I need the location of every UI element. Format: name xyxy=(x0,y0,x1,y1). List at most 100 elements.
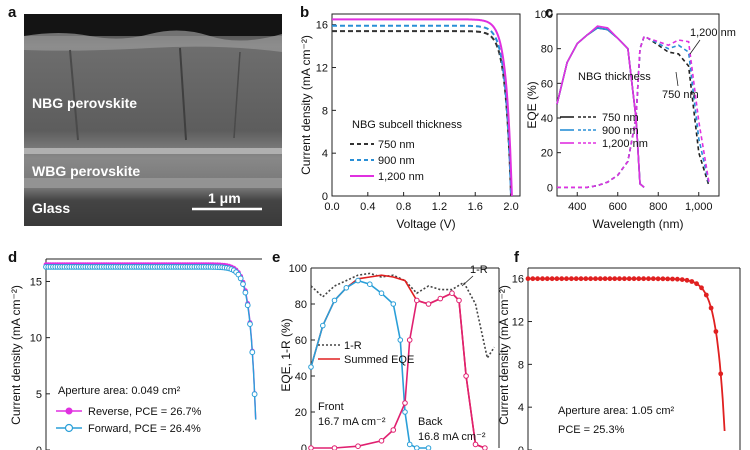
b-xlabel: Voltage (V) xyxy=(396,217,455,231)
annotation-e-back-jsc: 16.8 mA cm⁻² xyxy=(418,431,486,443)
b-ytick-label-3: 12 xyxy=(316,63,328,75)
f-point-0 xyxy=(703,292,709,298)
c-ytick-label-0: 0 xyxy=(547,182,553,194)
annotation-f-pce: PCE = 25.3% xyxy=(558,424,625,436)
annotation-e-front: Front xyxy=(318,401,344,413)
c-plot-frame xyxy=(556,13,720,197)
legend-label-c-1200: 1,200 nm xyxy=(602,138,648,150)
b-xtick-label-2: 0.8 xyxy=(396,201,411,213)
e-point-3 xyxy=(331,445,338,450)
f-ytick-label-2: 8 xyxy=(518,359,524,371)
panel-e: e 0 20 40 60 80 100 EQE, 1-R (%) 1-R Summed EQ… xyxy=(272,249,500,450)
legend-title-b: NBG subcell thickness xyxy=(352,119,463,131)
d-ytick-label-1: 5 xyxy=(36,389,42,401)
e-point-3 xyxy=(456,297,462,304)
e-point-3 xyxy=(449,290,455,297)
panel-label-c: c xyxy=(545,4,553,21)
e-ytick-label-3: 60 xyxy=(295,335,307,347)
e-ylabel: EQE, 1-R (%) xyxy=(279,318,293,391)
f-point-0 xyxy=(588,276,593,282)
b-plot-frame xyxy=(331,13,521,197)
d-point-1 xyxy=(240,281,246,288)
legend-label-c-750: 750 nm xyxy=(602,112,639,124)
annotation-d-aperture: Aperture area: 0.049 cm² xyxy=(58,385,181,397)
f-point-0 xyxy=(573,276,579,282)
e-point-3 xyxy=(378,438,385,444)
legend-label-b-1200: 1,200 nm xyxy=(378,171,424,183)
b-ylabel: Current density (mA cm⁻²) xyxy=(299,35,313,175)
c-xtick-label-1: 600 xyxy=(609,201,627,213)
d-point-1 xyxy=(247,321,253,328)
e-point-2 xyxy=(320,322,326,329)
c-series-wbg-2 xyxy=(556,25,645,188)
f-point-0 xyxy=(679,277,685,282)
c-xlabel: Wavelength (nm) xyxy=(593,217,684,231)
e-point-2 xyxy=(397,337,404,343)
f-point-0 xyxy=(699,285,704,291)
d-ylabel: Current density (mA cm⁻²) xyxy=(9,285,23,425)
c-ytick-label-2: 40 xyxy=(541,113,553,125)
f-ytick-label-1: 4 xyxy=(518,402,524,414)
e-point-2 xyxy=(343,285,350,291)
f-point-0 xyxy=(650,276,656,282)
f-ylabel: Current density (mA cm⁻²) xyxy=(497,285,511,425)
f-point-0 xyxy=(670,276,675,282)
panel-a: a NBG perovskite WBG perovskite Glass 1 … xyxy=(8,4,282,226)
b-series-0 xyxy=(332,30,512,197)
f-point-0 xyxy=(718,371,724,377)
c-series-nbg-2 xyxy=(557,35,710,189)
c-xtick-label-2: 800 xyxy=(649,201,667,213)
f-point-0 xyxy=(593,276,598,282)
b-ytick-label-1: 4 xyxy=(322,148,328,160)
f-point-0 xyxy=(612,276,618,282)
panel-d-legend: Reverse, PCE = 26.7% Forward, PCE = 26.4… xyxy=(56,406,202,435)
nbg-perovskite-label: NBG perovskite xyxy=(32,95,137,111)
panel-label-a: a xyxy=(8,4,17,21)
annotation-e-1r: 1-R xyxy=(470,264,488,276)
panel-e-plot: 0 20 40 60 80 100 EQE, 1-R (%) xyxy=(279,263,500,450)
e-point-2 xyxy=(308,364,314,370)
panel-label-e: e xyxy=(272,249,280,266)
e-point-2 xyxy=(414,445,420,450)
annotation-f-aperture: Aperture area: 1.05 cm² xyxy=(558,405,675,417)
f-point-0 xyxy=(569,276,574,282)
f-ytick-label-3: 12 xyxy=(512,317,524,329)
d-point-1 xyxy=(242,289,249,296)
c-ytick-label-1: 20 xyxy=(541,148,553,160)
panel-b-plot: 0 4 8 12 16 0.0 0.4 0.8 1.2 1.6 2.0 Voltage (V) Curr… xyxy=(299,13,521,231)
e-point-2 xyxy=(390,301,397,307)
scale-bar-label: 1 μm xyxy=(208,190,241,206)
e-point-3 xyxy=(425,301,432,307)
panel-label-f: f xyxy=(514,249,520,266)
f-point-0 xyxy=(549,276,555,282)
f-point-0 xyxy=(540,276,545,282)
legend-label-e-1r: 1-R xyxy=(344,340,362,352)
e-series-0 xyxy=(310,272,495,361)
e-point-2 xyxy=(402,409,408,415)
panel-label-d: d xyxy=(8,249,17,266)
b-series-1 xyxy=(332,24,512,197)
legend-label-b-750: 750 nm xyxy=(378,139,415,151)
legend-label-c-900: 900 nm xyxy=(602,125,639,137)
annotation-c-1200: 1,200 nm xyxy=(690,27,736,39)
glass-label: Glass xyxy=(32,200,70,216)
c-ylabel: EQE (%) xyxy=(525,81,539,128)
d-ytick-label-2: 10 xyxy=(30,333,42,345)
d-point-1 xyxy=(237,275,244,282)
e-point-3 xyxy=(437,295,444,302)
e-ytick-label-1: 20 xyxy=(295,407,307,419)
e-point-2 xyxy=(425,445,432,450)
f-point-0 xyxy=(607,276,613,282)
f-point-0 xyxy=(689,279,695,284)
f-point-0 xyxy=(617,276,622,282)
f-point-0 xyxy=(713,329,719,334)
f-point-0 xyxy=(641,276,646,282)
wbg-perovskite-label: WBG perovskite xyxy=(32,163,140,179)
f-point-0 xyxy=(631,276,637,282)
e-point-3 xyxy=(406,337,413,343)
b-ytick-label-2: 8 xyxy=(322,105,328,117)
